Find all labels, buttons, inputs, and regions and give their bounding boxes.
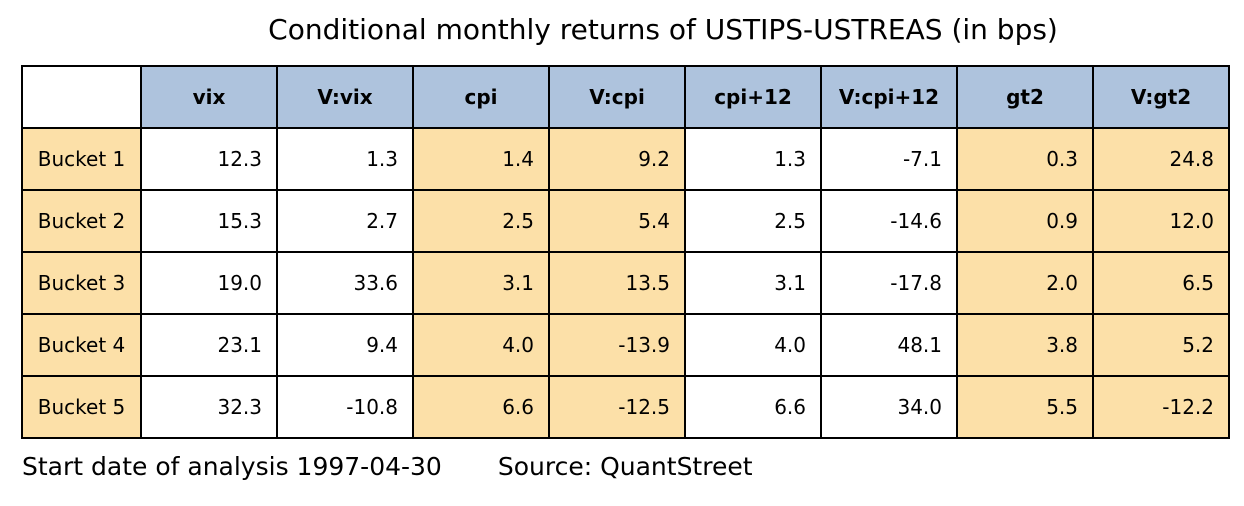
table-cell: 5.2 — [1092, 313, 1230, 377]
column-header-v-cpi12: V:cpi+12 — [820, 65, 958, 129]
table-cell: -14.6 — [820, 189, 958, 253]
table-cell: 1.3 — [684, 127, 822, 191]
table-cell: -13.9 — [548, 313, 686, 377]
table-cell: 2.5 — [684, 189, 822, 253]
figure-footer: Start date of analysis 1997-04-30 Source:… — [22, 452, 753, 481]
table-cell: 1.3 — [276, 127, 414, 191]
column-header-v-cpi: V:cpi — [548, 65, 686, 129]
table-cell: 4.0 — [684, 313, 822, 377]
header-row: vix V:vix cpi V:cpi cpi+12 V:cpi+12 gt2 … — [21, 65, 1230, 129]
column-header-v-vix: V:vix — [276, 65, 414, 129]
row-label: Bucket 4 — [21, 313, 142, 377]
table-cell: 5.4 — [548, 189, 686, 253]
table-cell: -7.1 — [820, 127, 958, 191]
table-cell: 13.5 — [548, 251, 686, 315]
table-cell: 3.1 — [412, 251, 550, 315]
source-note: Source: QuantStreet — [497, 452, 753, 481]
figure-title: Conditional monthly returns of USTIPS-US… — [268, 13, 1058, 46]
table-row: Bucket 1 12.3 1.3 1.4 9.2 1.3 -7.1 0.3 2… — [21, 127, 1230, 191]
row-label: Bucket 5 — [21, 375, 142, 439]
table-cell: 24.8 — [1092, 127, 1230, 191]
table-cell: -17.8 — [820, 251, 958, 315]
table-cell: 6.6 — [684, 375, 822, 439]
table-cell: 48.1 — [820, 313, 958, 377]
table-row: Bucket 4 23.1 9.4 4.0 -13.9 4.0 48.1 3.8… — [21, 313, 1230, 377]
column-header-cpi: cpi — [412, 65, 550, 129]
table-cell: 0.9 — [956, 189, 1094, 253]
table-cell: 12.3 — [140, 127, 278, 191]
table-cell: -12.5 — [548, 375, 686, 439]
table-cell: 33.6 — [276, 251, 414, 315]
table-cell: 32.3 — [140, 375, 278, 439]
start-date-note: Start date of analysis 1997-04-30 — [22, 452, 442, 481]
column-header-cpi12: cpi+12 — [684, 65, 822, 129]
table-row: Bucket 5 32.3 -10.8 6.6 -12.5 6.6 34.0 5… — [21, 375, 1230, 439]
table-cell: 15.3 — [140, 189, 278, 253]
row-label: Bucket 3 — [21, 251, 142, 315]
table-cell: 12.0 — [1092, 189, 1230, 253]
table-cell: 5.5 — [956, 375, 1094, 439]
table-row: Bucket 2 15.3 2.7 2.5 5.4 2.5 -14.6 0.9 … — [21, 189, 1230, 253]
column-header-vix: vix — [140, 65, 278, 129]
table-cell: 9.4 — [276, 313, 414, 377]
table-cell: 1.4 — [412, 127, 550, 191]
table-cell: 2.0 — [956, 251, 1094, 315]
table-cell: 2.7 — [276, 189, 414, 253]
table-cell: 23.1 — [140, 313, 278, 377]
table-cell: 3.1 — [684, 251, 822, 315]
column-header-gt2: gt2 — [956, 65, 1094, 129]
table-cell: 0.3 — [956, 127, 1094, 191]
row-label: Bucket 2 — [21, 189, 142, 253]
table-cell: -10.8 — [276, 375, 414, 439]
table-cell: 9.2 — [548, 127, 686, 191]
table-cell: 3.8 — [956, 313, 1094, 377]
table-cell: 2.5 — [412, 189, 550, 253]
column-header-v-gt2: V:gt2 — [1092, 65, 1230, 129]
corner-cell — [21, 65, 142, 129]
table-cell: -12.2 — [1092, 375, 1230, 439]
table-row: Bucket 3 19.0 33.6 3.1 13.5 3.1 -17.8 2.… — [21, 251, 1230, 315]
table-cell: 6.5 — [1092, 251, 1230, 315]
returns-table: vix V:vix cpi V:cpi cpi+12 V:cpi+12 gt2 … — [21, 65, 1230, 439]
table-cell: 6.6 — [412, 375, 550, 439]
table-cell: 34.0 — [820, 375, 958, 439]
row-label: Bucket 1 — [21, 127, 142, 191]
table-cell: 4.0 — [412, 313, 550, 377]
table-cell: 19.0 — [140, 251, 278, 315]
